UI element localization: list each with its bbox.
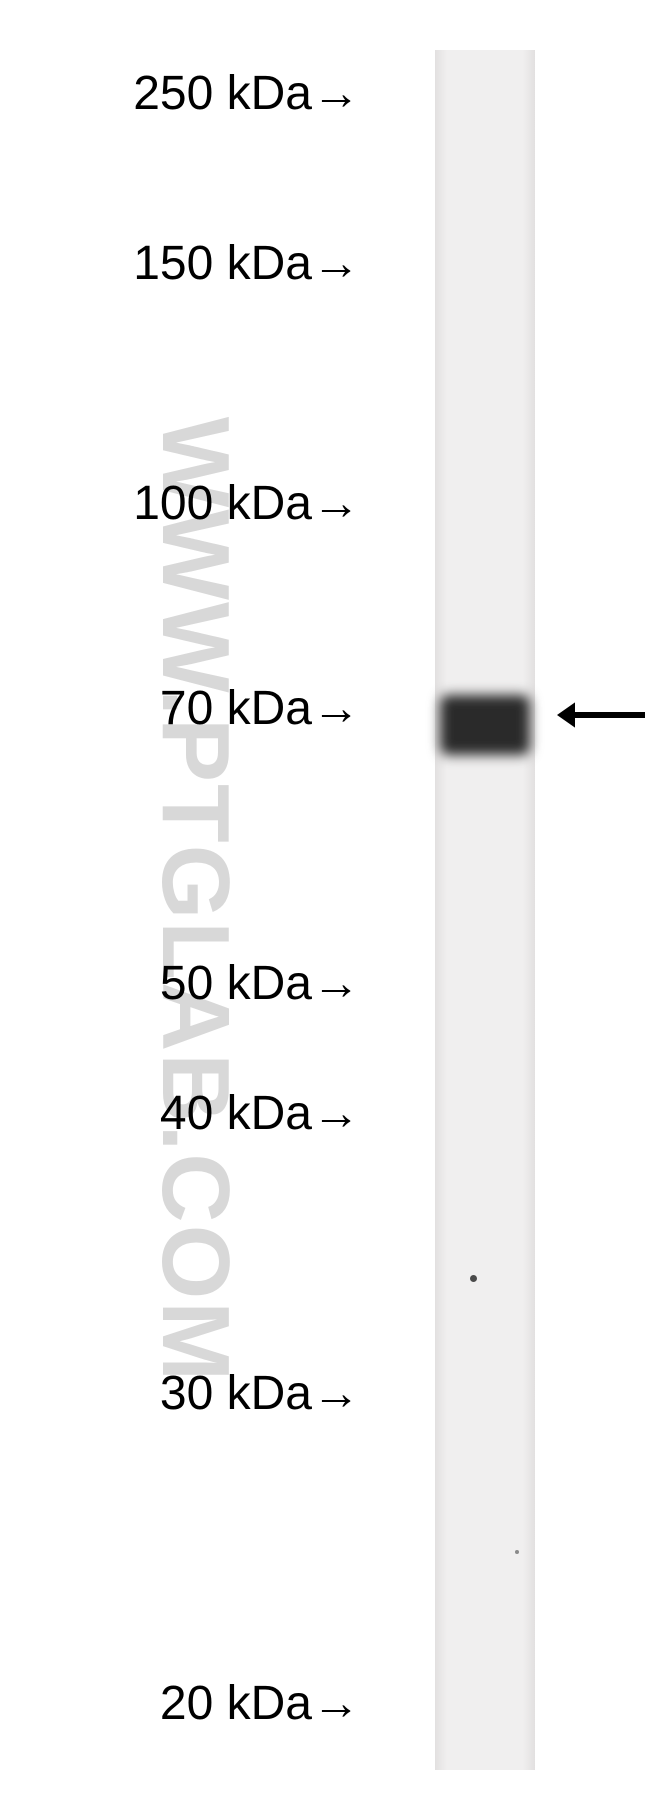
mw-marker-text: 50 kDa bbox=[160, 957, 312, 1010]
mw-marker-label: 50 kDa→ bbox=[160, 956, 360, 1011]
noise-dot bbox=[515, 1550, 519, 1554]
blot-lane bbox=[435, 50, 535, 1770]
mw-marker-text: 70 kDa bbox=[160, 682, 312, 735]
mw-marker-text: 40 kDa bbox=[160, 1087, 312, 1140]
mw-marker-label: 40 kDa→ bbox=[160, 1086, 360, 1141]
western-blot-figure: WWW.PTGLAB.COM 250 kDa→150 kDa→100 kDa→7… bbox=[0, 0, 650, 1803]
mw-marker-label: 70 kDa→ bbox=[160, 681, 360, 736]
mw-marker-label: 100 kDa→ bbox=[133, 476, 360, 531]
noise-dot bbox=[470, 1275, 477, 1282]
mw-marker-label: 250 kDa→ bbox=[133, 66, 360, 121]
protein-band bbox=[440, 695, 530, 755]
mw-marker-text: 30 kDa bbox=[160, 1367, 312, 1420]
watermark-text: WWW.PTGLAB.COM bbox=[140, 417, 250, 1383]
mw-marker-text: 20 kDa bbox=[160, 1677, 312, 1730]
mw-marker-text: 150 kDa bbox=[133, 237, 312, 290]
mw-marker-label: 30 kDa→ bbox=[160, 1366, 360, 1421]
mw-marker-label: 20 kDa→ bbox=[160, 1676, 360, 1731]
band-indicator-arrow-icon bbox=[555, 693, 647, 737]
arrow-right-icon: → bbox=[312, 681, 360, 736]
mw-marker-label: 150 kDa→ bbox=[133, 236, 360, 291]
arrow-right-icon: → bbox=[312, 1676, 360, 1731]
arrow-right-icon: → bbox=[312, 476, 360, 531]
arrow-right-icon: → bbox=[312, 1366, 360, 1421]
mw-marker-text: 250 kDa bbox=[133, 67, 312, 120]
arrow-right-icon: → bbox=[312, 1086, 360, 1141]
arrow-right-icon: → bbox=[312, 236, 360, 291]
arrow-right-icon: → bbox=[312, 956, 360, 1011]
arrow-right-icon: → bbox=[312, 66, 360, 121]
mw-marker-text: 100 kDa bbox=[133, 477, 312, 530]
